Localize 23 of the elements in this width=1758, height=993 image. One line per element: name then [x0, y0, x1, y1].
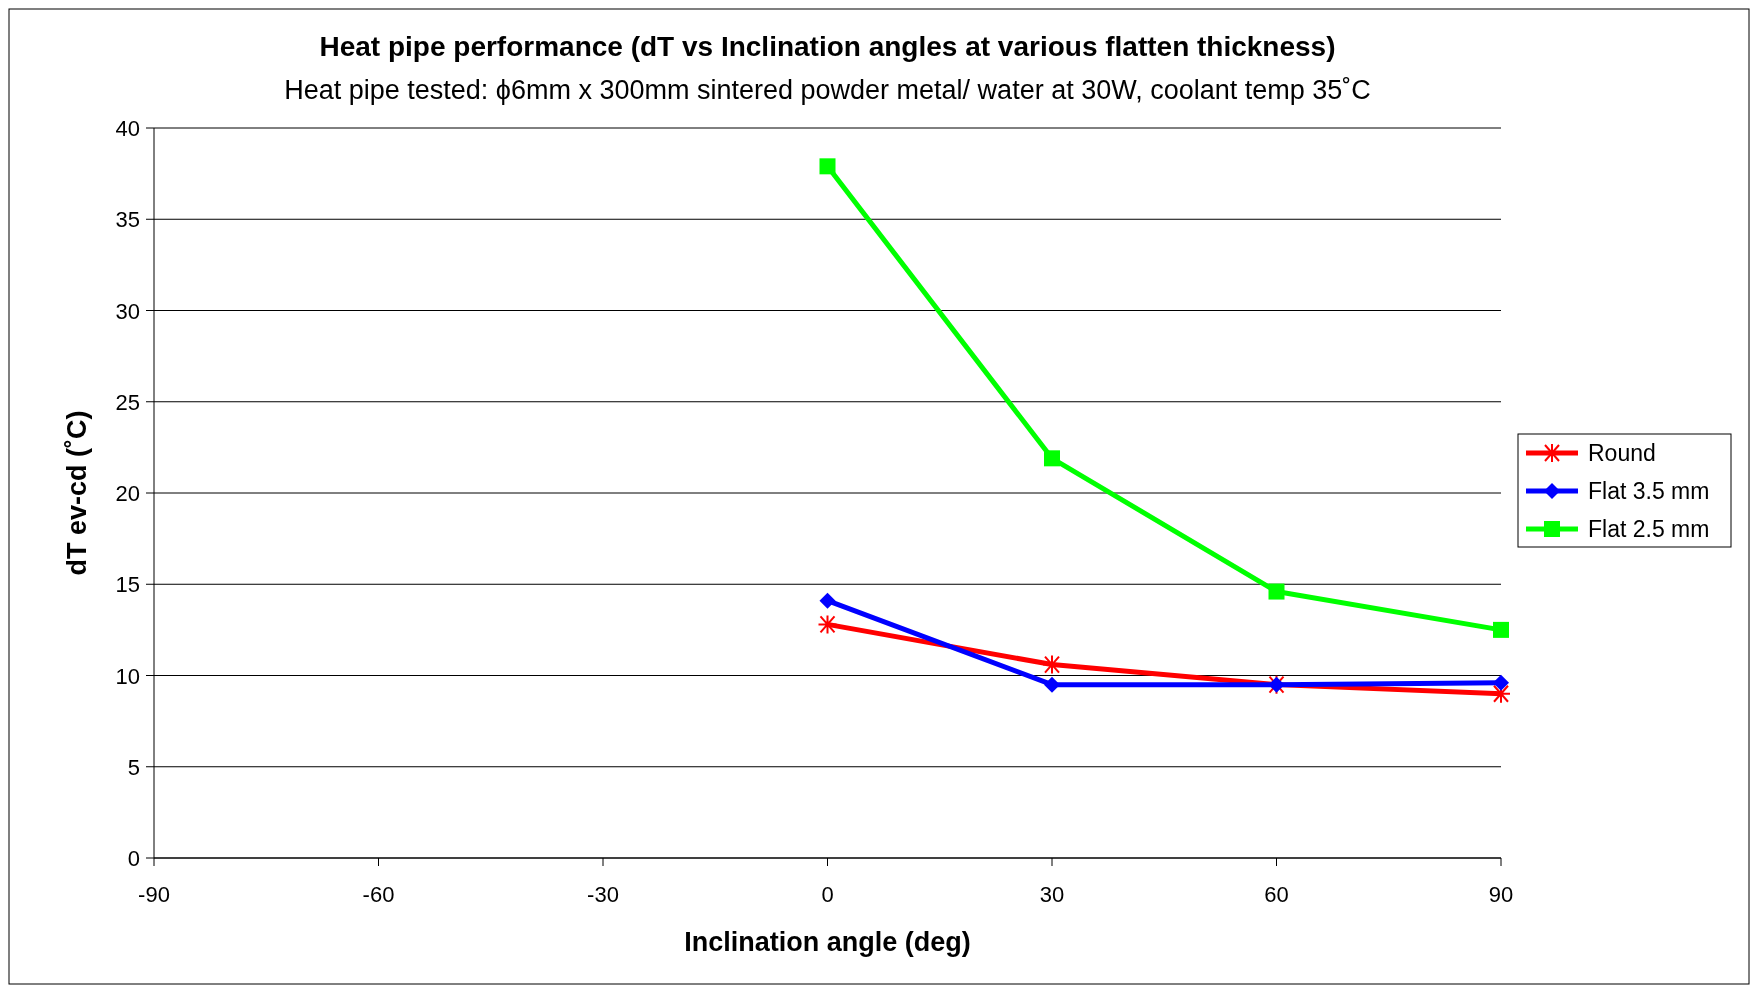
y-tick-label: 0 [127, 846, 140, 871]
legend-label: Round [1588, 440, 1656, 466]
x-tick-label: 60 [1264, 882, 1289, 907]
y-axis-title: dT ev-cd (˚C) [62, 410, 92, 576]
x-tick-label: -60 [362, 882, 395, 907]
x-axis-title: Inclination angle (deg) [684, 927, 971, 957]
x-tick-label: 30 [1039, 882, 1065, 907]
legend-label: Flat 2.5 mm [1588, 516, 1710, 542]
y-tick-label: 15 [115, 572, 140, 598]
chart-title: Heat pipe performance (dT vs Inclination angles at various flatten thickness) [319, 31, 1336, 62]
y-tick-label: 30 [115, 298, 140, 324]
y-tick-label: 40 [115, 116, 140, 141]
y-tick-label: 20 [115, 481, 140, 506]
x-tick-label: -30 [587, 882, 619, 907]
y-tick-label: 25 [115, 389, 140, 415]
y-tick-label: 10 [115, 663, 140, 689]
x-tick-label: 90 [1488, 882, 1514, 907]
x-tick-label: -90 [138, 882, 170, 907]
y-tick-label: 35 [115, 207, 140, 233]
y-tick-label: 5 [127, 754, 140, 780]
chart-subtitle: Heat pipe tested: ϕ6mm x 300mm sintered powder metal/ water at 30W, coolant temp 35˚C [284, 75, 1371, 105]
legend-label: Flat 3.5 mm [1588, 478, 1710, 504]
x-tick-label: 0 [821, 882, 834, 907]
